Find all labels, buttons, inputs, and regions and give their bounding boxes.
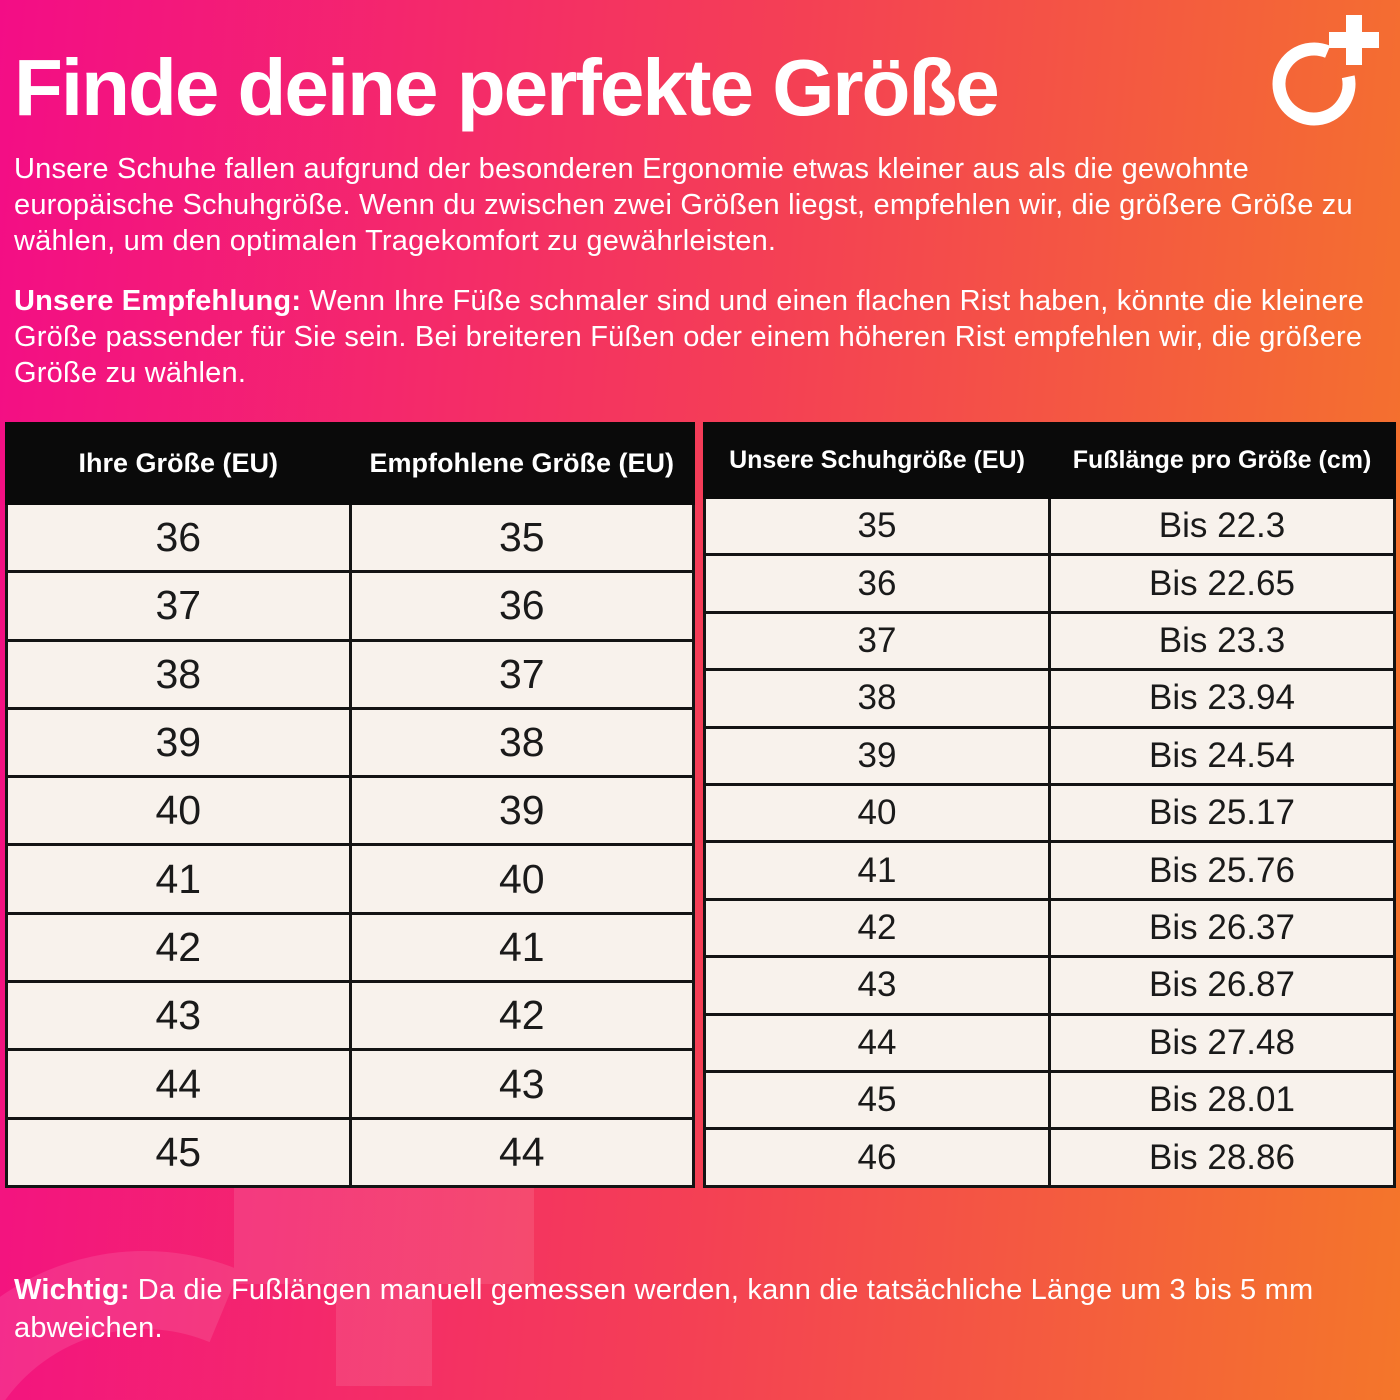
table-cell: 39: [5, 706, 352, 779]
table-cell: 40: [5, 775, 352, 847]
size-conversion-table-body: 36 35 37 36 38 37 39 38 40 39 41 40 42 41 43 42 44 43 45 44: [5, 501, 695, 1189]
column-header-shoe-size: Unsere Schuhgröße (EU): [703, 422, 1051, 499]
column-header-your-size: Ihre Größe (EU): [5, 422, 352, 505]
table-row: 45 44: [5, 1116, 695, 1189]
table-row: 40 39: [5, 775, 695, 847]
table-row: 45 Bis 28.01: [703, 1070, 1396, 1131]
table-row: 39 38: [5, 706, 695, 779]
table-row: 44 Bis 27.48: [703, 1012, 1396, 1074]
table-row: 37 Bis 23.3: [703, 610, 1396, 672]
size-conversion-table: Ihre Größe (EU) Empfohlene Größe (EU) 36…: [5, 422, 695, 1189]
important-note-text: Da die Fußlängen manuell gemessen werden…: [14, 1274, 1314, 1344]
table-row: 42 Bis 26.37: [703, 897, 1396, 959]
watermark-o-plus-logo-icon: [0, 1086, 534, 1400]
table-cell: 43: [703, 955, 1051, 1016]
table-row: 41 Bis 25.76: [703, 840, 1396, 901]
table-row: 41 40: [5, 843, 695, 915]
table-cell: Bis 26.87: [1048, 955, 1396, 1016]
table-cell: 41: [5, 843, 352, 915]
table-cell: 44: [5, 1048, 352, 1120]
column-header-recommended-size: Empfohlene Größe (EU): [348, 422, 695, 505]
table-cell: Bis 23.3: [1048, 610, 1396, 672]
table-cell: 38: [348, 706, 695, 779]
column-header-foot-length: Fußlänge pro Größe (cm): [1048, 422, 1396, 499]
table-row: 44 43: [5, 1048, 695, 1120]
table-cell: Bis 27.48: [1048, 1012, 1396, 1074]
table-row: 36 Bis 22.65: [703, 553, 1396, 614]
table-cell: 39: [703, 725, 1051, 787]
table-cell: 38: [5, 638, 352, 710]
table-cell: 42: [348, 980, 695, 1052]
table-cell: 36: [5, 501, 352, 574]
recommendation-text: Wenn Ihre Füße schmaler sind und einen f…: [14, 285, 1365, 389]
table-cell: 41: [348, 911, 695, 984]
table-cell: 40: [348, 843, 695, 915]
table-row: 46 Bis 28.86: [703, 1127, 1396, 1188]
table-cell: 45: [5, 1116, 352, 1189]
table-row: 39 Bis 24.54: [703, 725, 1396, 787]
table-row: 38 Bis 23.94: [703, 668, 1396, 729]
table-cell: 36: [703, 553, 1051, 614]
table-cell: 39: [348, 775, 695, 847]
recommendation-label: Unsere Empfehlung:: [14, 285, 302, 317]
foot-length-table-body: 35 Bis 22.3 36 Bis 22.65 37 Bis 23.3 38 Bis 23.…: [703, 495, 1396, 1188]
table-cell: 35: [348, 501, 695, 574]
table-row: 38 37: [5, 638, 695, 710]
size-conversion-table-header: Ihre Größe (EU) Empfohlene Größe (EU): [5, 422, 695, 505]
table-cell: 37: [703, 610, 1051, 672]
table-header-row: Ihre Größe (EU) Empfohlene Größe (EU): [5, 422, 695, 505]
table-cell: 43: [348, 1048, 695, 1120]
table-cell: 44: [348, 1116, 695, 1189]
table-cell: 42: [703, 897, 1051, 959]
table-cell: 36: [348, 570, 695, 642]
important-note: Wichtig: Da die Fußlängen manuell gemesse…: [14, 1272, 1394, 1347]
intro-paragraph: Unsere Schuhe fallen aufgrund der besond…: [14, 153, 1353, 257]
important-note-label: Wichtig:: [14, 1274, 130, 1306]
table-cell: 40: [703, 783, 1051, 844]
table-cell: 46: [703, 1127, 1051, 1188]
table-cell: 42: [5, 911, 352, 984]
table-cell: 37: [348, 638, 695, 710]
table-row: 42 41: [5, 911, 695, 984]
table-cell: 44: [703, 1012, 1051, 1074]
table-cell: Bis 25.17: [1048, 783, 1396, 844]
table-cell: Bis 28.01: [1048, 1070, 1396, 1131]
table-cell: 37: [5, 570, 352, 642]
table-cell: Bis 22.65: [1048, 553, 1396, 614]
foot-length-table: Unsere Schuhgröße (EU) Fußlänge pro Größ…: [703, 422, 1396, 1188]
table-row: 40 Bis 25.17: [703, 783, 1396, 844]
foot-length-table-header: Unsere Schuhgröße (EU) Fußlänge pro Größ…: [703, 422, 1396, 499]
table-cell: 41: [703, 840, 1051, 901]
o-plus-logo-icon: [1272, 15, 1379, 126]
table-cell: Bis 23.94: [1048, 668, 1396, 729]
table-cell: Bis 25.76: [1048, 840, 1396, 901]
table-header-row: Unsere Schuhgröße (EU) Fußlänge pro Größ…: [703, 422, 1396, 499]
table-row: 37 36: [5, 570, 695, 642]
tables-section: Ihre Größe (EU) Empfohlene Größe (EU) 36…: [5, 422, 1396, 1189]
table-row: 43 42: [5, 980, 695, 1052]
table-row: 35 Bis 22.3: [703, 495, 1396, 557]
recommendation-paragraph: Unsere Empfehlung: Wenn Ihre Füße schmale…: [14, 284, 1394, 392]
table-cell: Bis 24.54: [1048, 725, 1396, 787]
table-row: 43 Bis 26.87: [703, 955, 1396, 1016]
table-cell: 35: [703, 495, 1051, 557]
table-row: 36 35: [5, 501, 695, 574]
page-title: Finde deine perfekte Größe: [14, 43, 1000, 132]
table-cell: 43: [5, 980, 352, 1052]
table-cell: Bis 26.37: [1048, 897, 1396, 959]
table-cell: 38: [703, 668, 1051, 729]
table-cell: Bis 28.86: [1048, 1127, 1396, 1188]
table-cell: 45: [703, 1070, 1051, 1131]
table-cell: Bis 22.3: [1048, 495, 1396, 557]
